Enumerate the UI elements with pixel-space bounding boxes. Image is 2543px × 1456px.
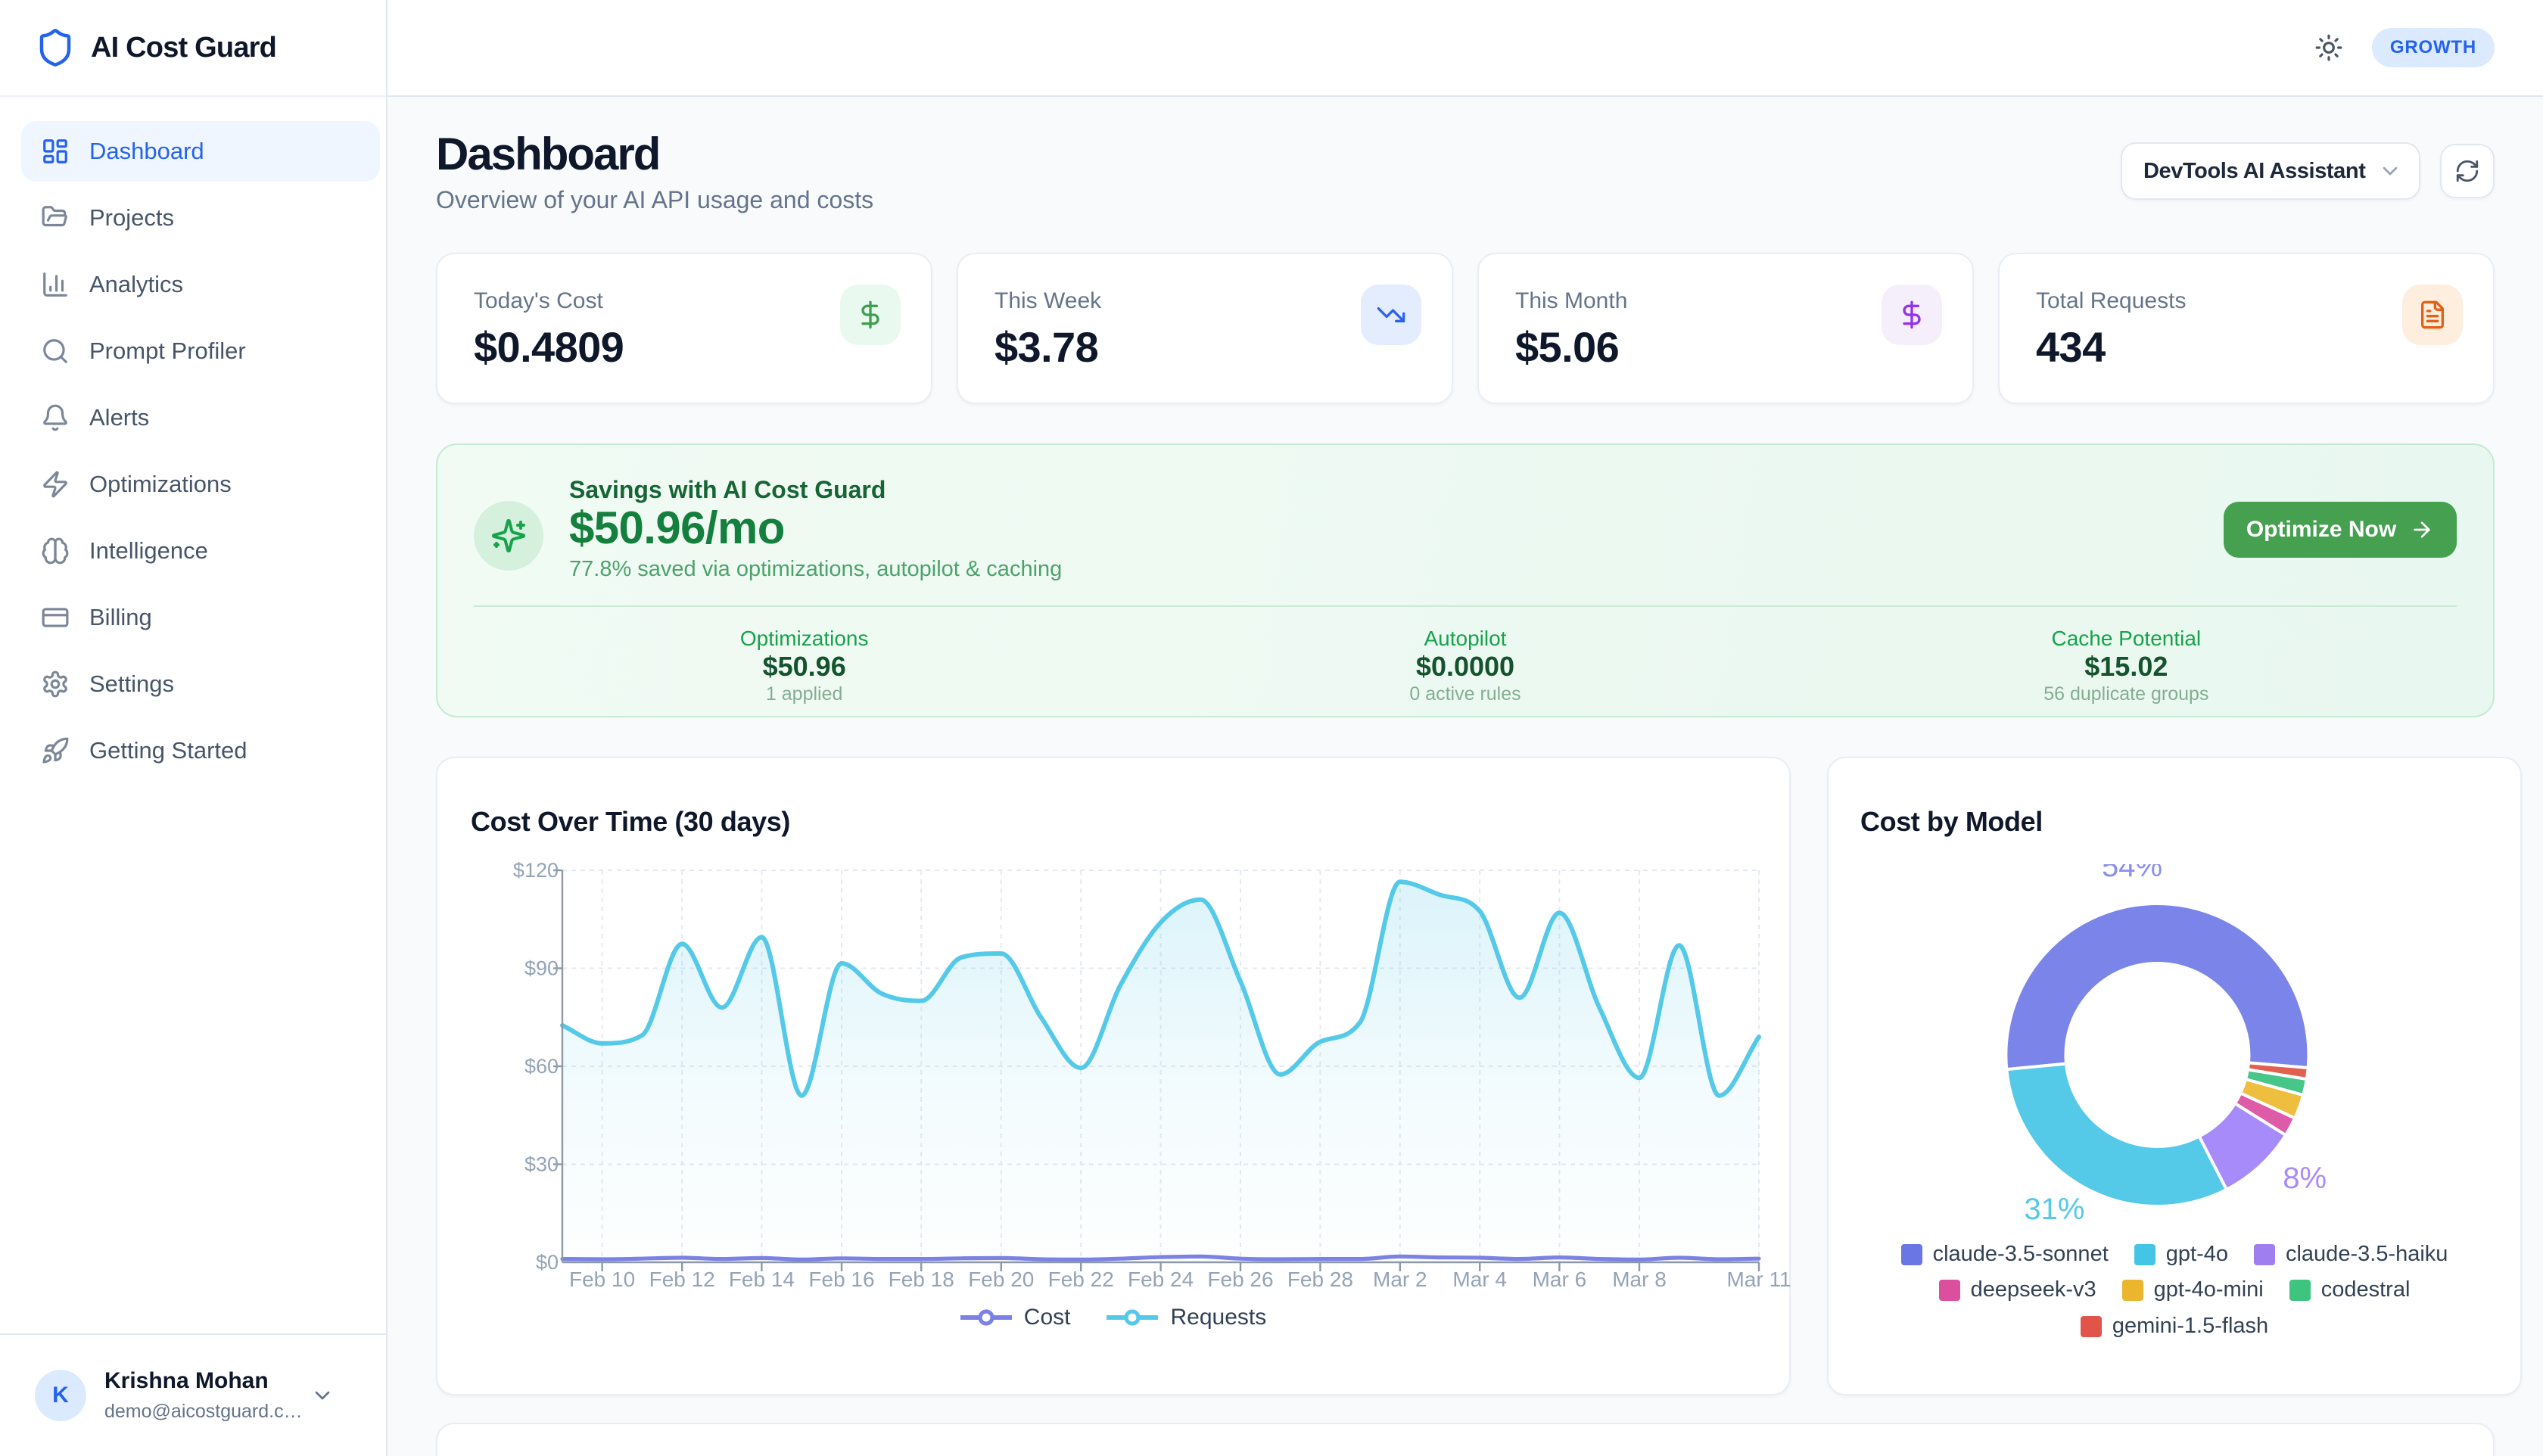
svg-text:Mar 6: Mar 6 — [1533, 1268, 1587, 1291]
svg-text:$0: $0 — [536, 1251, 559, 1274]
svg-text:Feb 10: Feb 10 — [569, 1268, 635, 1291]
svg-text:Mar 11: Mar 11 — [1726, 1268, 1791, 1291]
svg-text:Feb 12: Feb 12 — [649, 1268, 715, 1291]
svg-text:Mar 8: Mar 8 — [1612, 1268, 1667, 1291]
svg-text:$30: $30 — [524, 1153, 559, 1175]
svg-text:8%: 8% — [2283, 1162, 2327, 1195]
svg-text:Mar 4: Mar 4 — [1452, 1268, 1507, 1291]
svg-text:Mar 2: Mar 2 — [1373, 1268, 1427, 1291]
svg-text:Feb 28: Feb 28 — [1287, 1268, 1353, 1291]
svg-text:Feb 22: Feb 22 — [1048, 1268, 1114, 1291]
svg-text:$60: $60 — [524, 1055, 559, 1078]
svg-text:Feb 14: Feb 14 — [729, 1268, 795, 1291]
svg-text:$90: $90 — [524, 957, 559, 979]
svg-text:31%: 31% — [2024, 1193, 2084, 1226]
svg-text:Feb 16: Feb 16 — [808, 1268, 874, 1291]
svg-text:$120: $120 — [513, 859, 559, 882]
svg-text:Feb 18: Feb 18 — [889, 1268, 954, 1291]
svg-text:Feb 24: Feb 24 — [1128, 1268, 1194, 1291]
svg-text:Feb 26: Feb 26 — [1207, 1268, 1273, 1291]
svg-text:Feb 20: Feb 20 — [968, 1268, 1034, 1291]
svg-text:54%: 54% — [2102, 864, 2162, 883]
